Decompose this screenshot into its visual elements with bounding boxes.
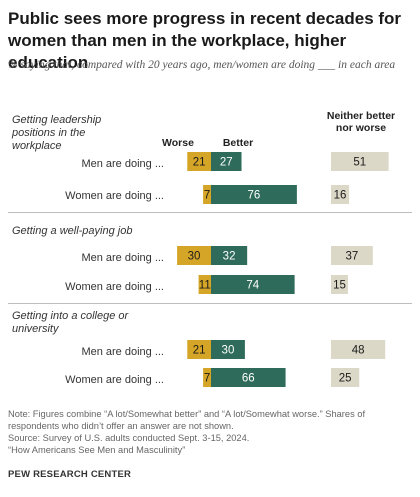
group-divider: [8, 303, 412, 304]
row-label-college-men: Men are doing ...: [81, 346, 164, 358]
value-label-neither-college-women: 25: [339, 373, 352, 385]
bar-worse-leadership-men: [187, 152, 211, 171]
value-label-worse-leadership-women: 7: [204, 190, 210, 202]
value-label-worse-college-women: 7: [204, 373, 210, 385]
bar-better-job-women: [211, 275, 295, 294]
value-label-better-leadership-men: 27: [220, 157, 233, 169]
bar-neither-leadership-women: [331, 185, 350, 204]
bar-neither-job-men: [331, 246, 373, 265]
bar-worse-college-women: [203, 368, 211, 387]
value-label-better-job-men: 32: [223, 251, 236, 263]
row-label-leadership-women: Women are doing ...: [65, 190, 164, 202]
bar-better-college-women: [211, 368, 286, 387]
bar-worse-college-men: [187, 340, 211, 359]
bar-neither-leadership-men: [331, 152, 389, 171]
footnote: Note: Figures combine “A lot/Somewhat be…: [8, 408, 412, 456]
value-label-neither-job-men: 37: [346, 251, 359, 263]
group-label-college: Getting into a college or university: [12, 310, 129, 335]
bar-worse-job-women: [198, 275, 211, 294]
value-label-better-leadership-women: 76: [248, 190, 261, 202]
bar-neither-job-women: [331, 275, 348, 294]
row-label-job-women: Women are doing ...: [65, 281, 164, 293]
column-header-worse: Worse: [162, 137, 194, 149]
value-label-worse-leadership-men: 21: [193, 157, 206, 169]
group-label-well-paying-job: Getting a well-paying job: [12, 225, 133, 237]
chart-title: Public sees more progress in recent deca…: [8, 9, 402, 72]
report-title: “How Americans See Men and Masculinity”: [8, 445, 186, 455]
value-label-neither-leadership-men: 51: [353, 157, 366, 169]
source-text: Source: Survey of U.S. adults conducted …: [8, 433, 250, 443]
value-label-worse-job-women: 11: [199, 280, 211, 292]
bar-neither-college-men: [331, 340, 386, 359]
row-label-job-men: Men are doing ...: [81, 252, 164, 264]
value-label-worse-college-men: 21: [193, 345, 206, 357]
value-label-better-college-men: 30: [222, 345, 235, 357]
value-label-neither-college-men: 48: [352, 345, 365, 357]
group-label-leadership: Getting leadership positions in the work…: [12, 114, 102, 152]
chart-subtitle: % saying that, compared with 20 years ag…: [8, 59, 396, 71]
column-header-neither: Neither better nor worse: [326, 110, 396, 134]
bar-better-job-men: [211, 246, 248, 265]
value-label-neither-job-women: 15: [333, 280, 346, 292]
column-header-better: Better: [222, 137, 254, 149]
row-label-college-women: Women are doing ...: [65, 374, 164, 386]
value-label-better-college-women: 66: [242, 373, 255, 385]
value-label-neither-leadership-women: 16: [334, 190, 347, 202]
bar-better-leadership-men: [211, 152, 242, 171]
group-divider: [8, 212, 412, 213]
value-label-worse-job-men: 30: [188, 251, 201, 263]
bar-better-leadership-women: [211, 185, 297, 204]
note-text: Note: Figures combine “A lot/Somewhat be…: [8, 409, 366, 431]
row-label-leadership-men: Men are doing ...: [81, 158, 164, 170]
value-label-better-job-women: 74: [246, 280, 259, 292]
bar-worse-leadership-women: [203, 185, 211, 204]
bar-better-college-men: [211, 340, 245, 359]
bar-worse-job-men: [177, 246, 211, 265]
bar-neither-college-women: [331, 368, 360, 387]
organization-logo-text: PEW RESEARCH CENTER: [8, 469, 132, 480]
